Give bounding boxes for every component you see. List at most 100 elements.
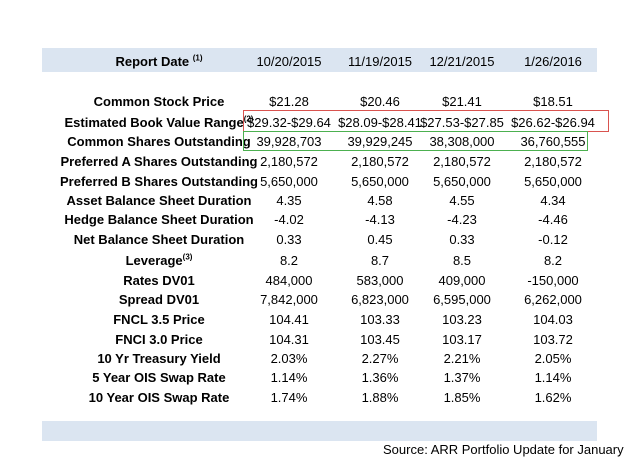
- table-cell: 1.62%: [534, 390, 572, 405]
- row-label-text: Estimated Book Value Range: [64, 115, 244, 130]
- report-date-header: Report Date (1): [44, 54, 274, 69]
- table-cell: 6,595,000: [433, 292, 491, 307]
- table-cell: 103.45: [360, 332, 400, 347]
- table-cell: 7,842,000: [260, 292, 318, 307]
- table-cell: 1.85%: [443, 390, 481, 405]
- row-label-text: Common Shares Outstanding: [67, 134, 251, 149]
- row-label: 10 Year OIS Swap Rate: [44, 390, 274, 405]
- table-cell: 2,180,572: [524, 154, 582, 169]
- table-cell: 103.17: [442, 332, 482, 347]
- table-cell: 583,000: [356, 273, 404, 288]
- table-cell: -4.13: [365, 212, 395, 227]
- table-cell: $29.32-$29.64: [247, 115, 331, 130]
- table-cell: 2.05%: [534, 351, 572, 366]
- table-cell: 1.37%: [443, 370, 481, 385]
- row-label-text: Rates DV01: [123, 273, 195, 288]
- table-cell: 103.33: [360, 312, 400, 327]
- date-header-4: 1/26/2016: [524, 54, 582, 69]
- row-label: Preferred A Shares Outstanding: [44, 154, 274, 169]
- table-cell: 39,928,703: [256, 134, 322, 149]
- shares-outstanding-highlight: [243, 131, 588, 151]
- table-cell: 8.2: [543, 253, 563, 268]
- table-cell: -4.23: [447, 212, 477, 227]
- header-band: [42, 48, 597, 72]
- table-cell: $28.09-$28.41: [338, 115, 422, 130]
- table-cell: 2.21%: [443, 351, 481, 366]
- table-cell: 5,650,000: [524, 174, 582, 189]
- table-cell: 39,929,245: [347, 134, 413, 149]
- row-label-text: FNCI 3.0 Price: [115, 332, 203, 347]
- table-cell: $21.41: [442, 94, 482, 109]
- row-label: Spread DV01: [44, 292, 274, 307]
- table-cell: 0.33: [276, 232, 302, 247]
- table-cell: 5,650,000: [433, 174, 491, 189]
- table-cell: 0.33: [449, 232, 475, 247]
- table-cell: 409,000: [438, 273, 486, 288]
- table-cell: 5,650,000: [351, 174, 409, 189]
- row-label-text: Leverage: [125, 253, 183, 268]
- table-cell: 1.36%: [361, 370, 399, 385]
- row-label-text: 5 Year OIS Swap Rate: [92, 370, 226, 385]
- row-label: Asset Balance Sheet Duration: [44, 193, 274, 208]
- table-cell: 103.72: [533, 332, 573, 347]
- book-value-highlight: [243, 110, 609, 132]
- row-label-text: Spread DV01: [118, 292, 200, 307]
- row-label: Net Balance Sheet Duration: [44, 232, 274, 247]
- table-cell: 2,180,572: [351, 154, 409, 169]
- row-label-text: FNCL 3.5 Price: [113, 312, 205, 327]
- row-label-text: 10 Year OIS Swap Rate: [88, 390, 230, 405]
- table-cell: 8.2: [279, 253, 299, 268]
- table-cell: 2,180,572: [433, 154, 491, 169]
- table-cell: $20.46: [360, 94, 400, 109]
- table-cell: 5,650,000: [260, 174, 318, 189]
- table-cell: $18.51: [533, 94, 573, 109]
- table-cell: 4.55: [449, 193, 475, 208]
- row-label: Rates DV01: [44, 273, 274, 288]
- row-label-text: Common Stock Price: [93, 94, 225, 109]
- row-label-text: 10 Yr Treasury Yield: [97, 351, 221, 366]
- row-footnote: (3): [182, 252, 193, 262]
- row-label: Estimated Book Value Range(2): [44, 115, 274, 130]
- row-label-text: Net Balance Sheet Duration: [73, 232, 245, 247]
- row-label: Hedge Balance Sheet Duration: [44, 212, 274, 227]
- table-cell: 6,823,000: [351, 292, 409, 307]
- table-cell: 1.88%: [361, 390, 399, 405]
- table-cell: 2.03%: [270, 351, 308, 366]
- row-label: 10 Yr Treasury Yield: [44, 351, 274, 366]
- date-header-2: 11/19/2015: [347, 54, 413, 69]
- row-label-text: Asset Balance Sheet Duration: [66, 193, 252, 208]
- table-cell: 103.23: [442, 312, 482, 327]
- table-cell: 38,308,000: [429, 134, 495, 149]
- row-label: Common Stock Price: [44, 94, 274, 109]
- table-cell: -0.12: [538, 232, 568, 247]
- table-cell: $27.53-$27.85: [420, 115, 504, 130]
- row-label-text: Hedge Balance Sheet Duration: [64, 212, 254, 227]
- row-label: FNCL 3.5 Price: [44, 312, 274, 327]
- report-date-footnote: (1): [192, 53, 203, 63]
- footer-band: [42, 421, 597, 441]
- date-header-3: 12/21/2015: [429, 54, 495, 69]
- table-cell: 104.31: [269, 332, 309, 347]
- row-label: FNCI 3.0 Price: [44, 332, 274, 347]
- table-cell: 484,000: [265, 273, 313, 288]
- report-date-label: Report Date: [115, 54, 190, 69]
- table-cell: $21.28: [269, 94, 309, 109]
- row-label-text: Preferred A Shares Outstanding: [60, 154, 258, 169]
- table-cell: 1.74%: [270, 390, 308, 405]
- table-cell: 36,760,555: [520, 134, 586, 149]
- table-cell: 2,180,572: [260, 154, 318, 169]
- source-note: Source: ARR Portfolio Update for January: [383, 442, 624, 457]
- row-label: 5 Year OIS Swap Rate: [44, 370, 274, 385]
- row-label: Common Shares Outstanding: [44, 134, 274, 149]
- table-cell: 0.45: [367, 232, 393, 247]
- table-cell: 8.7: [370, 253, 390, 268]
- table-cell: 8.5: [452, 253, 472, 268]
- table-cell: 2.27%: [361, 351, 399, 366]
- table-cell: -150,000: [527, 273, 579, 288]
- table-cell: 1.14%: [270, 370, 308, 385]
- table-cell: 4.35: [276, 193, 302, 208]
- row-label-text: Preferred B Shares Outstanding: [60, 174, 258, 189]
- table-cell: $26.62-$26.94: [511, 115, 595, 130]
- table-cell: 4.58: [367, 193, 393, 208]
- table-cell: 6,262,000: [524, 292, 582, 307]
